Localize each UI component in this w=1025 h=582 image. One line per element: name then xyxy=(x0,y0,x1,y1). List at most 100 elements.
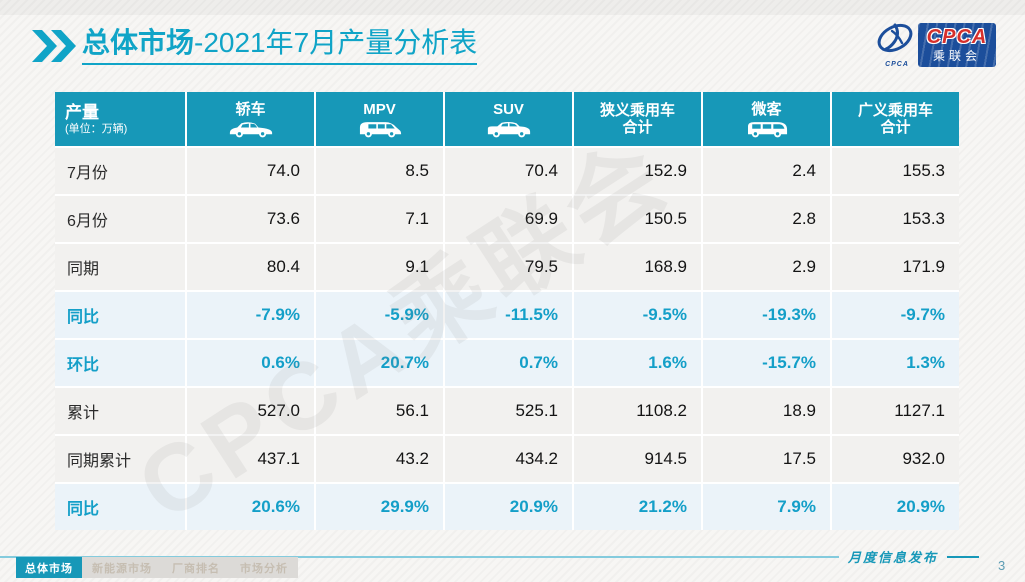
cell-narrow-pv-total: 1.6% xyxy=(574,340,701,386)
title-bar: 总体市场-2021年7月产量分析表 xyxy=(30,26,478,65)
table-row: 同比 -7.9% -5.9% -11.5% -9.5% -19.3% -9.7% xyxy=(55,292,959,338)
cell-suv: 79.5 xyxy=(445,244,572,290)
table-row: 同期 80.4 9.1 79.5 168.9 2.9 171.9 xyxy=(55,244,959,290)
cell-suv: 20.9% xyxy=(445,484,572,530)
cell-broad-pv-total: 1.3% xyxy=(832,340,959,386)
row-label: 累计 xyxy=(55,388,185,434)
logo-box: CPCA 乘联会 xyxy=(918,23,996,67)
header-cell-microvan: 微客 xyxy=(703,92,830,146)
page-title: 总体市场-2021年7月产量分析表 xyxy=(82,26,478,65)
suv-icon xyxy=(487,121,530,137)
cell-sedan: 80.4 xyxy=(187,244,314,290)
cell-microvan: 2.4 xyxy=(703,148,830,194)
table-header-row: 产量 (单位：万辆) 轿车 MPV S xyxy=(55,92,959,146)
cell-mpv: 43.2 xyxy=(316,436,443,482)
footer-rule-short xyxy=(947,555,979,558)
table-row: 累计 527.0 56.1 525.1 1108.2 18.9 1127.1 xyxy=(55,388,959,434)
cell-sedan: -7.9% xyxy=(187,292,314,338)
cell-narrow-pv-total: 152.9 xyxy=(574,148,701,194)
cell-broad-pv-total: 153.3 xyxy=(832,196,959,242)
row-label: 同比 xyxy=(55,484,185,530)
cell-suv: 525.1 xyxy=(445,388,572,434)
cell-microvan: 2.8 xyxy=(703,196,830,242)
inactive-tab-group: 新能源市场 厂商排名 市场分析 xyxy=(82,557,298,578)
tab-nev-market[interactable]: 新能源市场 xyxy=(92,562,152,575)
cell-narrow-pv-total: 150.5 xyxy=(574,196,701,242)
cell-broad-pv-total: 171.9 xyxy=(832,244,959,290)
cell-narrow-pv-total: -9.5% xyxy=(574,292,701,338)
cell-mpv: 20.7% xyxy=(316,340,443,386)
logo-mark-text: CPCA xyxy=(885,61,909,68)
header-cell-narrow-pv: 狭义乘用车 合计 xyxy=(574,92,701,146)
cell-narrow-pv-total: 21.2% xyxy=(574,484,701,530)
logo-acronym: CPCA xyxy=(926,26,988,48)
footer-rule: 月度信息发布 xyxy=(0,547,1025,566)
cell-sedan: 74.0 xyxy=(187,148,314,194)
header-cell-mpv: MPV xyxy=(316,92,443,146)
header-cell-production: 产量 (单位：万辆) xyxy=(55,92,185,146)
header-unit-label: (单位：万辆) xyxy=(65,122,128,135)
title-chevron-icon xyxy=(32,30,76,62)
tab-market-analysis[interactable]: 市场分析 xyxy=(240,562,288,575)
logo-chinese-name: 乘联会 xyxy=(932,49,981,63)
microvan-icon xyxy=(747,121,787,137)
header-cell-sedan: 轿车 xyxy=(187,92,314,146)
row-label: 6月份 xyxy=(55,196,185,242)
logo-ellipse-icon: CPCA xyxy=(874,19,916,71)
cell-broad-pv-total: -9.7% xyxy=(832,292,959,338)
table-row: 6月份 73.6 7.1 69.9 150.5 2.8 153.3 xyxy=(55,196,959,242)
page-number: 3 xyxy=(998,558,1006,573)
header-cell-suv: SUV xyxy=(445,92,572,146)
row-label: 同比 xyxy=(55,292,185,338)
cell-narrow-pv-total: 914.5 xyxy=(574,436,701,482)
cell-broad-pv-total: 1127.1 xyxy=(832,388,959,434)
table-row: 同比 20.6% 29.9% 20.9% 21.2% 7.9% 20.9% xyxy=(55,484,959,530)
cell-microvan: -15.7% xyxy=(703,340,830,386)
tab-manufacturer-ranking[interactable]: 厂商排名 xyxy=(172,562,220,575)
bottom-tab-bar: 总体市场 新能源市场 厂商排名 市场分析 xyxy=(16,557,298,578)
sedan-icon xyxy=(229,121,272,137)
cell-sedan: 527.0 xyxy=(187,388,314,434)
table-row: 7月份 74.0 8.5 70.4 152.9 2.4 155.3 xyxy=(55,148,959,194)
cell-microvan: 18.9 xyxy=(703,388,830,434)
cell-microvan: -19.3% xyxy=(703,292,830,338)
page-title-prefix: 总体市场 xyxy=(82,27,195,58)
cell-mpv: -5.9% xyxy=(316,292,443,338)
top-strip xyxy=(0,0,1025,15)
page-title-suffix: -2021年7月产量分析表 xyxy=(194,27,478,58)
cell-microvan: 17.5 xyxy=(703,436,830,482)
tab-overall-market[interactable]: 总体市场 xyxy=(16,557,82,578)
cell-broad-pv-total: 932.0 xyxy=(832,436,959,482)
cell-microvan: 7.9% xyxy=(703,484,830,530)
mpv-icon xyxy=(359,121,401,137)
cell-suv: 69.9 xyxy=(445,196,572,242)
cell-sedan: 0.6% xyxy=(187,340,314,386)
row-label: 环比 xyxy=(55,340,185,386)
cell-mpv: 7.1 xyxy=(316,196,443,242)
header-production-label: 产量 xyxy=(65,102,99,122)
cell-mpv: 9.1 xyxy=(316,244,443,290)
cell-narrow-pv-total: 168.9 xyxy=(574,244,701,290)
table-row: 环比 0.6% 20.7% 0.7% 1.6% -15.7% 1.3% xyxy=(55,340,959,386)
cell-microvan: 2.9 xyxy=(703,244,830,290)
publish-label: 月度信息发布 xyxy=(847,551,938,566)
cell-mpv: 29.9% xyxy=(316,484,443,530)
cpca-logo: CPCA CPCA 乘联会 xyxy=(874,18,996,72)
production-table: 产量 (单位：万辆) 轿车 MPV S xyxy=(55,92,959,530)
cell-sedan: 73.6 xyxy=(187,196,314,242)
cell-narrow-pv-total: 1108.2 xyxy=(574,388,701,434)
cell-suv: 70.4 xyxy=(445,148,572,194)
row-label: 同期累计 xyxy=(55,436,185,482)
table-row: 同期累计 437.1 43.2 434.2 914.5 17.5 932.0 xyxy=(55,436,959,482)
cell-sedan: 437.1 xyxy=(187,436,314,482)
cell-mpv: 8.5 xyxy=(316,148,443,194)
footer-rule-long xyxy=(0,555,839,558)
cell-sedan: 20.6% xyxy=(187,484,314,530)
cell-mpv: 56.1 xyxy=(316,388,443,434)
row-label: 7月份 xyxy=(55,148,185,194)
header-cell-broad-pv: 广义乘用车 合计 xyxy=(832,92,959,146)
cell-broad-pv-total: 20.9% xyxy=(832,484,959,530)
cell-suv: 0.7% xyxy=(445,340,572,386)
cell-suv: -11.5% xyxy=(445,292,572,338)
row-label: 同期 xyxy=(55,244,185,290)
